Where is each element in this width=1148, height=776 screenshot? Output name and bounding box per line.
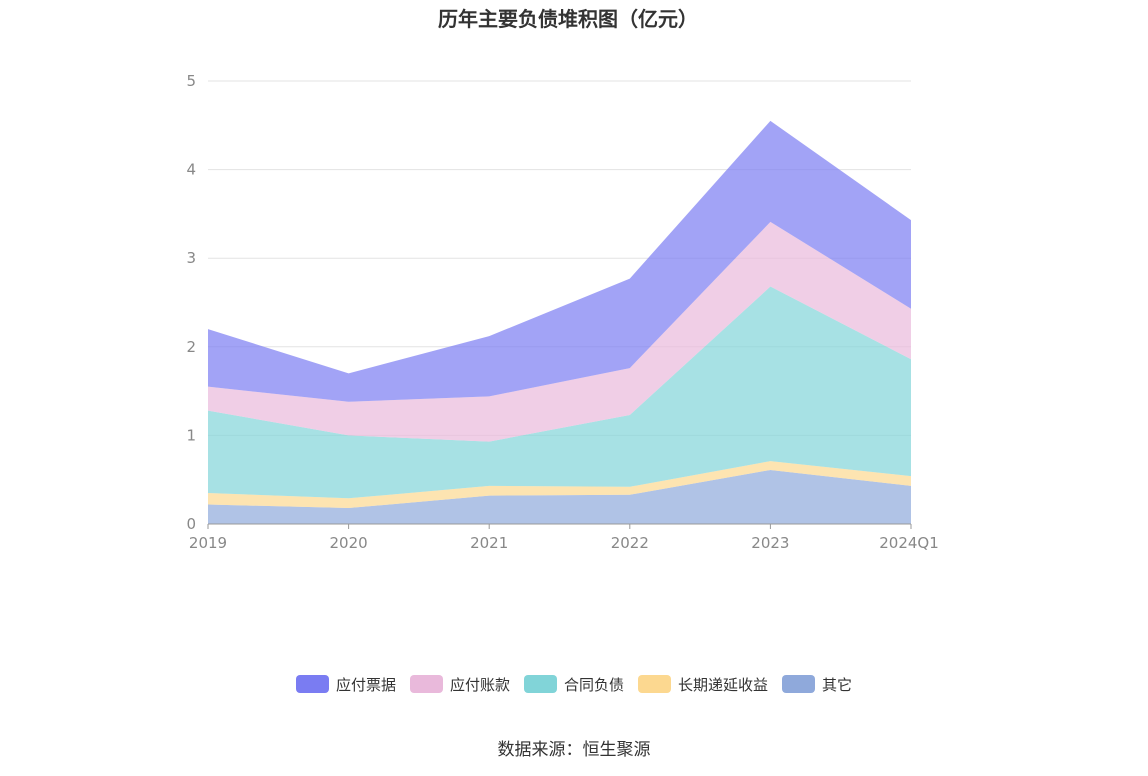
x-tick-label: 2019 bbox=[189, 534, 227, 552]
y-tick-label: 2 bbox=[186, 338, 196, 356]
data-source: 数据来源：恒生聚源 bbox=[498, 740, 651, 760]
y-tick-label: 4 bbox=[186, 161, 196, 179]
x-tick-label: 2022 bbox=[611, 534, 649, 552]
y-tick-label: 0 bbox=[186, 515, 196, 533]
legend-swatch bbox=[782, 675, 815, 693]
legend-swatch bbox=[410, 675, 443, 693]
legend-swatch bbox=[524, 675, 557, 693]
area-series-4 bbox=[208, 120, 911, 402]
area-series-3 bbox=[208, 221, 911, 442]
legend-label: 应付票据 bbox=[336, 676, 396, 694]
axes: 0 1 2 3 4 5 2019 2020 2021 2022 2023 2024Q1 bbox=[186, 72, 938, 552]
area-series-0 bbox=[208, 469, 911, 524]
y-tick-label: 5 bbox=[186, 72, 196, 90]
legend-swatch bbox=[296, 675, 329, 693]
y-tick-label: 1 bbox=[186, 426, 196, 444]
area-series-2 bbox=[208, 286, 911, 499]
stacked-areas bbox=[208, 120, 911, 524]
legend-label: 长期递延收益 bbox=[678, 676, 768, 694]
x-tick-label: 2021 bbox=[470, 534, 508, 552]
legend: 应付票据 应付账款 合同负债 长期递延收益 其它 bbox=[296, 675, 852, 694]
legend-swatch bbox=[638, 675, 671, 693]
area-series-1 bbox=[208, 461, 911, 509]
x-tick-label: 2020 bbox=[330, 534, 368, 552]
y-tick-label: 3 bbox=[186, 249, 196, 267]
x-tick-label: 2024Q1 bbox=[879, 534, 939, 552]
chart-title: 历年主要负债堆积图（亿元） bbox=[438, 7, 698, 31]
legend-label: 应付账款 bbox=[450, 676, 510, 694]
legend-label: 其它 bbox=[822, 676, 852, 694]
x-tick-label: 2023 bbox=[751, 534, 789, 552]
legend-label: 合同负债 bbox=[564, 676, 624, 694]
